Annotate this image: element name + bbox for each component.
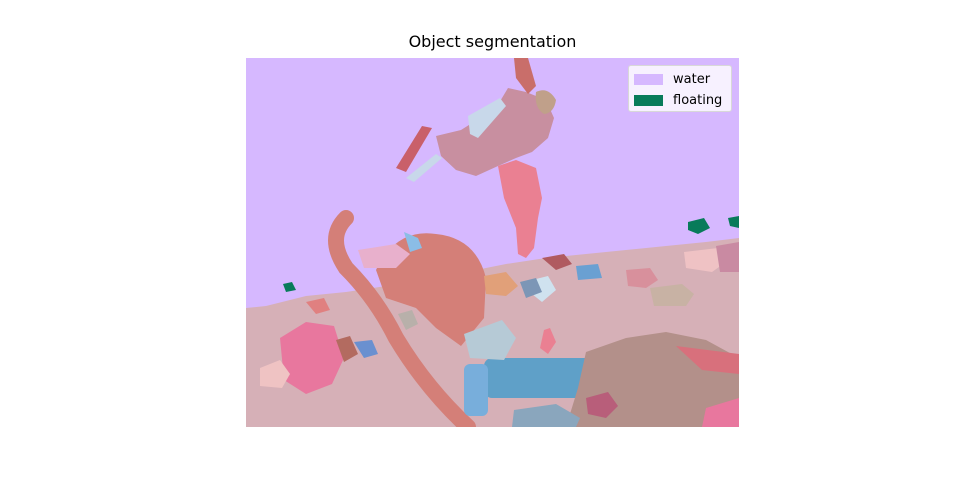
figure-title: Object segmentation (408, 32, 577, 51)
segmentation-image (246, 58, 739, 427)
legend: water floating (628, 65, 732, 112)
legend-item-water: water (634, 70, 710, 88)
diver-arm (396, 126, 432, 172)
magenta-corner (702, 398, 739, 427)
mauve-patch (586, 392, 618, 418)
blue-cylinder (484, 358, 604, 398)
legend-swatch-floating (634, 94, 663, 106)
rock-brown-left (336, 336, 358, 362)
rock-pink-small (540, 328, 556, 354)
blue-cylinder-cap (464, 364, 488, 416)
legend-swatch-water (634, 73, 663, 85)
floating-piece-3 (283, 282, 296, 292)
rock-rose (626, 268, 658, 288)
slate-block (512, 404, 580, 427)
magenta-blob (280, 322, 344, 394)
legend-item-floating: floating (634, 91, 722, 109)
pale-blue-block (464, 320, 516, 360)
rock-brick (542, 254, 572, 270)
rock-slate (520, 278, 542, 298)
seabed-hose (328, 210, 476, 427)
rock-mauve (716, 242, 739, 272)
rose-patch (676, 346, 739, 374)
legend-label-floating: floating (673, 92, 723, 108)
diver-head (535, 90, 556, 114)
floating-piece-2 (728, 216, 739, 228)
diver-top (514, 58, 536, 94)
diver-fin (406, 154, 442, 182)
rock-gray (398, 310, 418, 330)
diver-hose (468, 98, 506, 138)
rock-tan (650, 284, 694, 306)
rock-blue-left (354, 340, 378, 358)
pink-column (498, 160, 542, 258)
light-patch (260, 360, 290, 388)
blue-patch (404, 232, 422, 252)
pale-pink-patch (358, 244, 410, 268)
rock-light (532, 276, 556, 302)
legend-label-water: water (673, 71, 711, 87)
floating-piece-1 (688, 218, 710, 234)
rock-blush (684, 248, 726, 272)
rock-coral (306, 298, 330, 314)
salmon-object (376, 233, 486, 346)
rock-peach (484, 272, 518, 296)
rock-blue (576, 264, 602, 280)
diver-body (436, 88, 554, 176)
